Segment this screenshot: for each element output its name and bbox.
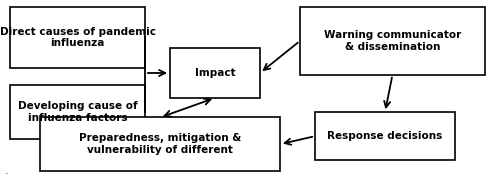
Text: Impact: Impact [194, 68, 235, 78]
Text: Response decisions: Response decisions [328, 131, 442, 141]
Text: Preparedness, mitigation &
vulnerability of different: Preparedness, mitigation & vulnerability… [79, 133, 241, 155]
FancyBboxPatch shape [300, 7, 485, 75]
FancyBboxPatch shape [10, 7, 145, 68]
FancyBboxPatch shape [170, 48, 260, 98]
Text: Warning communicator
& dissemination: Warning communicator & dissemination [324, 30, 461, 52]
FancyBboxPatch shape [40, 117, 280, 171]
Text: Direct causes of pandemic
influenza: Direct causes of pandemic influenza [0, 27, 156, 48]
FancyBboxPatch shape [315, 112, 455, 160]
FancyBboxPatch shape [10, 85, 145, 139]
Text: .: . [5, 166, 8, 176]
Text: Developing cause of
influenza factors: Developing cause of influenza factors [18, 101, 138, 123]
